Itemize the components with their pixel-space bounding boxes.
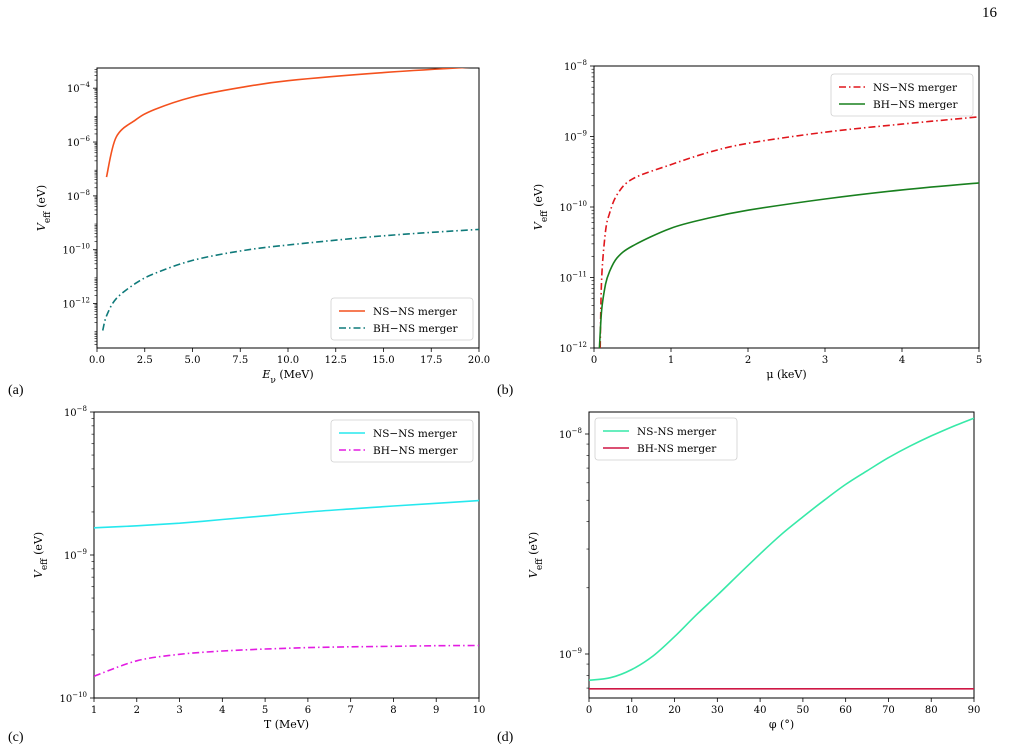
y-tick-label: 10−8 bbox=[564, 59, 587, 73]
x-tick-label: 10.0 bbox=[277, 355, 299, 366]
x-tick-label: 2.5 bbox=[137, 355, 153, 366]
x-tick-label: 5.0 bbox=[185, 355, 201, 366]
chart-panel-c: 1 2 3 4 5 6 7 8 9 10 10−10 10−9 10−8 T (MeV) Veff (eV)… bbox=[32, 405, 485, 731]
legend-box bbox=[594, 417, 738, 461]
x-tick-label: 60 bbox=[839, 705, 852, 716]
legend-label: BH−NS merger bbox=[873, 99, 959, 111]
y-tick-label: 10−11 bbox=[559, 271, 587, 285]
x-axis-label: Eν (MeV) bbox=[261, 368, 313, 386]
y-axis-label: Veff (eV) bbox=[35, 185, 53, 231]
x-tick-label: 0 bbox=[591, 355, 597, 366]
legend-box bbox=[330, 297, 474, 341]
x-tick-label: 4 bbox=[219, 705, 225, 716]
x-tick-label: 70 bbox=[882, 705, 895, 716]
x-tick-label: 15.0 bbox=[372, 355, 394, 366]
y-axis-label: Veff (eV) bbox=[532, 184, 550, 230]
legend-box bbox=[830, 73, 974, 117]
chart-panel-a: 0.0 2.5 5.0 7.5 10.0 12.5 15.0 17.5 20.0 10−12 10−… bbox=[35, 67, 490, 386]
y-tick-label: 10−4 bbox=[67, 81, 91, 95]
x-tick-label: 7 bbox=[347, 705, 353, 716]
y-tick-label: 10−12 bbox=[559, 341, 587, 355]
y-tick-label: 10−8 bbox=[559, 427, 582, 441]
x-tick-label: 12.5 bbox=[325, 355, 347, 366]
panel-label-d: (d) bbox=[497, 730, 514, 745]
x-axis-label: μ (keV) bbox=[766, 368, 806, 381]
x-tick-label: 30 bbox=[711, 705, 724, 716]
x-tick-label: 9 bbox=[433, 705, 439, 716]
x-tick-label: 5 bbox=[976, 355, 982, 366]
x-tick-label: 0.0 bbox=[89, 355, 105, 366]
series-line-ns-ns bbox=[105, 68, 471, 178]
x-tick-label: 1 bbox=[668, 355, 674, 366]
y-tick-label: 10−8 bbox=[67, 189, 90, 203]
legend-label: NS-NS merger bbox=[637, 426, 717, 438]
x-tick-label: 20 bbox=[668, 705, 681, 716]
series-line-bh-ns bbox=[598, 182, 979, 348]
y-tick-label: 10−10 bbox=[559, 200, 587, 214]
y-tick-label: 10−9 bbox=[559, 647, 582, 661]
legend-label: NS−NS merger bbox=[373, 306, 458, 318]
x-tick-label: 3 bbox=[822, 355, 828, 366]
series-line-ns-ns bbox=[589, 417, 974, 681]
series-line-ns-ns bbox=[599, 116, 979, 348]
legend: NS−NS merger BH−NS merger bbox=[830, 73, 974, 117]
panel-label-c: (c) bbox=[8, 730, 24, 745]
x-tick-label: 1 bbox=[91, 705, 97, 716]
x-tick-label: 2 bbox=[134, 705, 140, 716]
x-tick-label: 80 bbox=[925, 705, 938, 716]
x-tick-label: 4 bbox=[899, 355, 905, 366]
y-tick-label: 10−6 bbox=[67, 135, 91, 149]
y-tick-label: 10−10 bbox=[59, 691, 87, 705]
x-tick-label: 10 bbox=[625, 705, 638, 716]
panel-label-b: (b) bbox=[497, 383, 514, 398]
x-tick-label: 90 bbox=[968, 705, 981, 716]
series-line-bh-ns bbox=[94, 644, 479, 677]
x-tick-label: 5 bbox=[262, 705, 268, 716]
x-tick-label: 6 bbox=[305, 705, 311, 716]
legend: NS−NS merger BH−NS merger bbox=[330, 419, 474, 463]
x-tick-label: 2 bbox=[745, 355, 751, 366]
y-tick-label: 10−9 bbox=[64, 548, 87, 562]
legend-label: BH-NS merger bbox=[637, 443, 717, 455]
x-tick-label: 8 bbox=[390, 705, 396, 716]
panel-label-a: (a) bbox=[8, 383, 24, 398]
x-tick-label: 20.0 bbox=[468, 355, 490, 366]
series-line-ns-ns bbox=[94, 499, 479, 529]
x-tick-label: 40 bbox=[754, 705, 767, 716]
y-axis-label: Veff (eV) bbox=[32, 532, 50, 578]
x-axis-label: φ (°) bbox=[769, 718, 794, 731]
x-axis-label: T (MeV) bbox=[264, 718, 309, 731]
legend-label: BH−NS merger bbox=[373, 445, 459, 457]
page-number: 16 bbox=[982, 5, 997, 21]
legend-label: NS−NS merger bbox=[373, 428, 458, 440]
y-tick-label: 10−8 bbox=[64, 405, 87, 419]
x-tick-label: 10 bbox=[473, 705, 486, 716]
chart-panel-b: 0 1 2 3 4 5 10−12 10−11 10−10 10−9 10−8 μ (keV) Veff… bbox=[532, 59, 982, 381]
y-tick-label: 10−9 bbox=[564, 130, 587, 144]
legend-box bbox=[330, 419, 474, 463]
plot-frame bbox=[588, 411, 975, 699]
legend: NS−NS merger BH−NS merger bbox=[330, 297, 474, 341]
y-axis-label: Veff (eV) bbox=[527, 532, 545, 578]
x-tick-label: 7.5 bbox=[232, 355, 248, 366]
x-tick-label: 0 bbox=[586, 705, 592, 716]
legend: NS-NS merger BH-NS merger bbox=[594, 417, 738, 461]
chart-panel-d: 0 10 20 30 40 50 60 70 80 90 10−9 10−8 φ (°) Veff (eV… bbox=[527, 411, 981, 731]
legend-label: NS−NS merger bbox=[873, 82, 958, 94]
x-tick-label: 3 bbox=[176, 705, 182, 716]
x-tick-label: 17.5 bbox=[420, 355, 442, 366]
x-tick-label: 50 bbox=[797, 705, 810, 716]
y-tick-label: 10−12 bbox=[62, 297, 90, 311]
legend-label: BH−NS merger bbox=[373, 323, 459, 335]
y-tick-label: 10−10 bbox=[62, 243, 90, 257]
